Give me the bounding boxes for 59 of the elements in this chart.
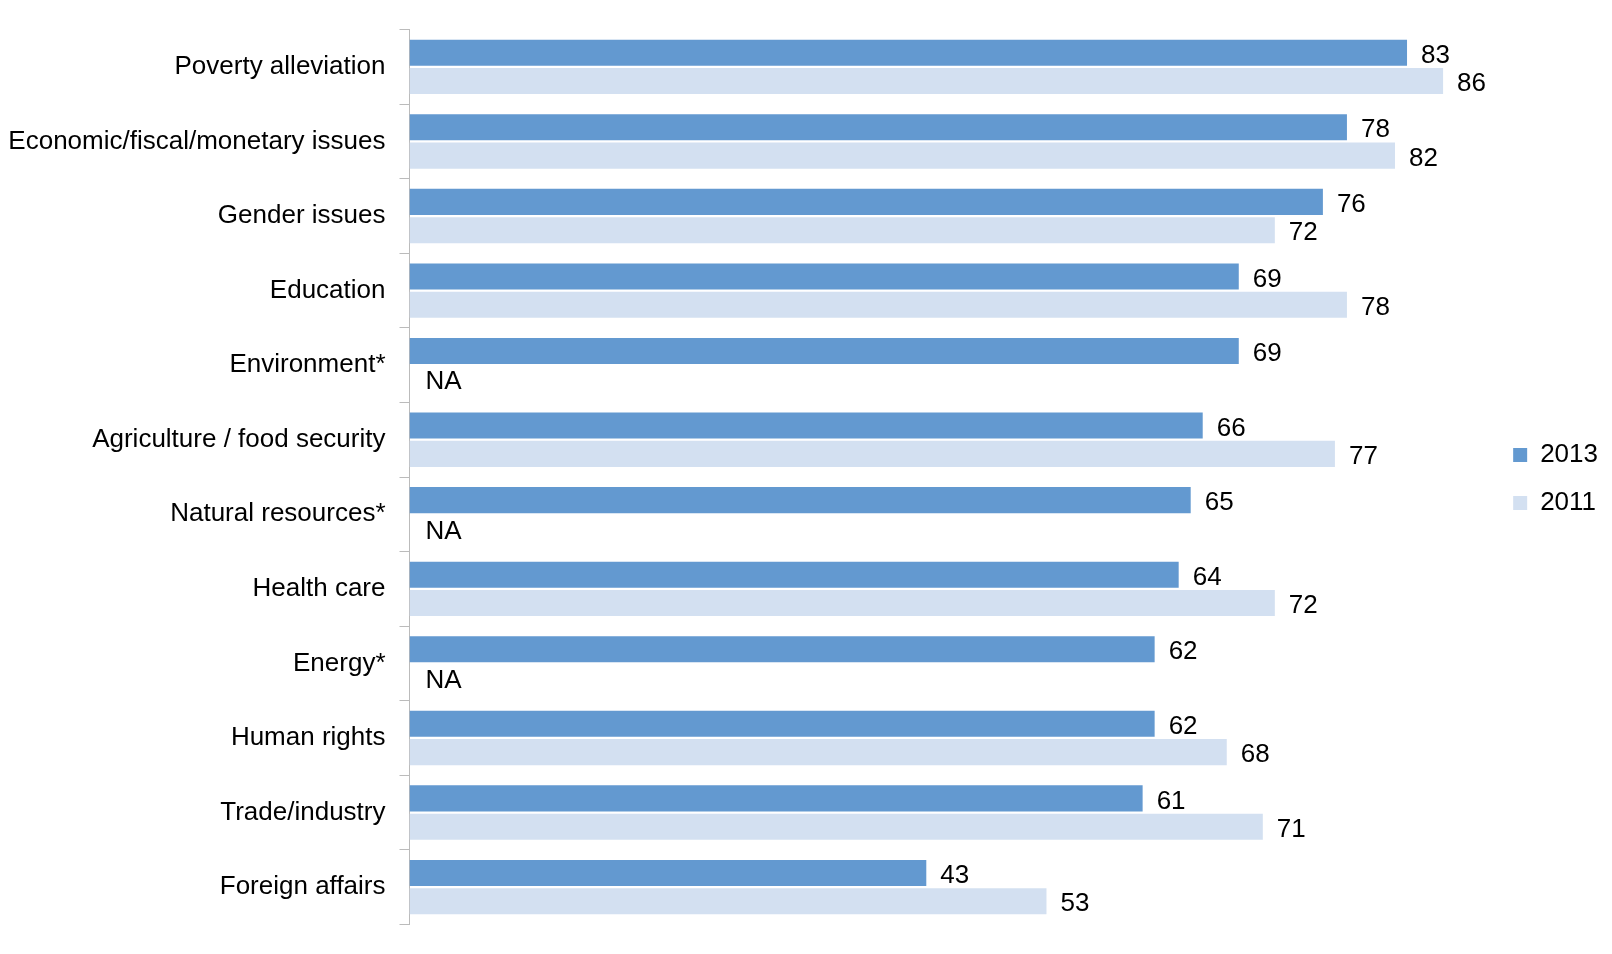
legend-label: 2013 bbox=[1540, 438, 1598, 469]
bar bbox=[409, 68, 1444, 95]
y-tick-label: Energy* bbox=[293, 646, 386, 677]
bar bbox=[409, 589, 1275, 617]
bar bbox=[409, 39, 1408, 66]
data-label: 78 bbox=[1360, 113, 1390, 144]
y-tick-label: Trade/industry bbox=[220, 795, 386, 826]
bar bbox=[409, 188, 1323, 215]
data-label: 61 bbox=[1156, 784, 1186, 815]
data-label: 66 bbox=[1216, 411, 1246, 442]
data-label: 53 bbox=[1060, 887, 1090, 918]
y-tick-label: Agriculture / food security bbox=[92, 422, 386, 453]
bar bbox=[409, 114, 1347, 141]
data-label: 65 bbox=[1204, 486, 1234, 517]
data-label: 72 bbox=[1288, 216, 1318, 247]
data-label: 43 bbox=[940, 859, 970, 890]
data-label: 69 bbox=[1252, 262, 1282, 293]
bar bbox=[409, 888, 1047, 915]
data-label: 86 bbox=[1457, 67, 1487, 98]
data-label: 68 bbox=[1240, 738, 1270, 769]
bar bbox=[409, 785, 1143, 812]
text: NA bbox=[425, 514, 462, 545]
bar bbox=[409, 710, 1155, 737]
bar bbox=[409, 217, 1275, 244]
data-label: 77 bbox=[1348, 440, 1378, 471]
bar bbox=[409, 859, 927, 886]
bar bbox=[409, 142, 1396, 169]
bar bbox=[409, 487, 1191, 514]
y-tick-label: Gender issues bbox=[217, 199, 386, 230]
data-label: 72 bbox=[1288, 589, 1318, 620]
bar bbox=[409, 440, 1335, 467]
data-label: 64 bbox=[1192, 560, 1222, 591]
y-tick-label: Poverty alleviation bbox=[174, 50, 386, 81]
y-tick-label: Human rights bbox=[230, 721, 386, 752]
data-label: 76 bbox=[1336, 188, 1366, 219]
y-tick-label: Natural resources* bbox=[170, 497, 386, 528]
y-tick-label: Environment* bbox=[229, 348, 386, 379]
bar bbox=[409, 636, 1155, 663]
bar bbox=[409, 291, 1347, 318]
legend-label: 2011 bbox=[1540, 486, 1597, 517]
bar bbox=[409, 337, 1239, 365]
y-tick-label: Health care bbox=[252, 572, 386, 603]
data-label: 62 bbox=[1168, 709, 1198, 740]
data-label: 83 bbox=[1421, 38, 1450, 69]
bar bbox=[409, 739, 1227, 766]
y-tick-label: Foreign affairs bbox=[219, 870, 386, 901]
bar bbox=[409, 561, 1179, 588]
text: NA bbox=[425, 663, 462, 694]
data-label: 71 bbox=[1276, 812, 1306, 843]
text: NA bbox=[425, 365, 462, 396]
y-tick-label: Economic/fiscal/monetary issues bbox=[8, 124, 386, 155]
data-label: 69 bbox=[1252, 337, 1282, 368]
bar bbox=[409, 263, 1239, 290]
y-tick-label: Education bbox=[269, 273, 386, 304]
data-label: 82 bbox=[1409, 141, 1438, 172]
data-label: 62 bbox=[1168, 635, 1198, 666]
bar bbox=[409, 412, 1203, 439]
bar bbox=[409, 813, 1263, 840]
data-label: 78 bbox=[1360, 290, 1390, 321]
